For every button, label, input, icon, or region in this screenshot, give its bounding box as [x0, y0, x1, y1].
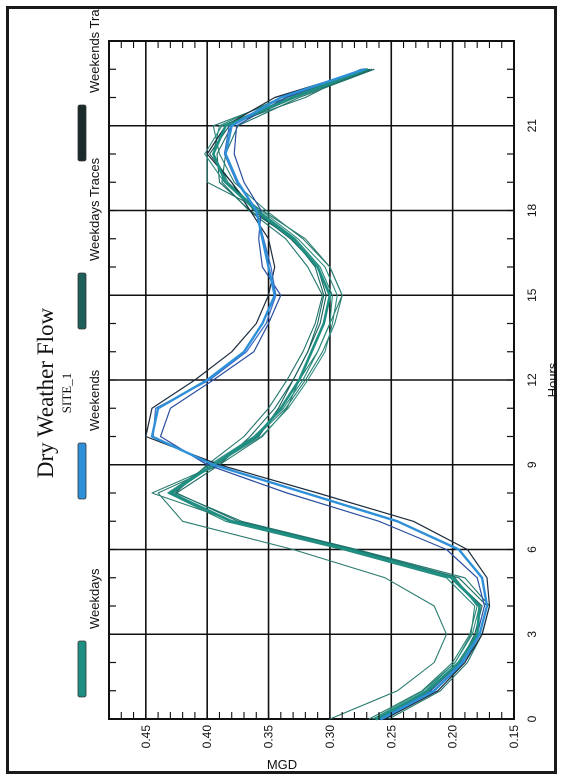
- legend-label: Weekdays: [87, 568, 102, 629]
- y-tick-label: 0.45: [139, 725, 153, 749]
- legend-label: Weekends: [87, 369, 102, 431]
- legend-swatch: [77, 104, 87, 162]
- x-axis-label: Hours: [545, 362, 560, 397]
- x-tick-label: 12: [525, 373, 539, 387]
- series-line: [151, 68, 478, 720]
- x-tick-label: 6: [525, 546, 539, 553]
- series-line: [167, 68, 476, 720]
- legend-label: Weekends Traces: [87, 9, 102, 93]
- legend-swatch: [77, 442, 87, 500]
- grid-layer: [108, 40, 515, 720]
- series-line: [150, 68, 489, 721]
- x-tick-label: 21: [525, 119, 539, 133]
- chart-frame: 0 3 6 9 12 15 18 21 0.15 0.20 0.25 0.30 0.35 0.40 0.45…: [6, 6, 560, 774]
- series-layer: [145, 67, 491, 721]
- y-tick-label: 0.20: [446, 725, 460, 749]
- x-tick-label: 3: [525, 631, 539, 638]
- axis-layer: 0 3 6 9 12 15 18 21 0.15 0.20 0.25 0.30 0.35 0.40 0.45: [108, 40, 539, 749]
- y-tick-label: 0.40: [200, 725, 214, 749]
- y-tick-label: 0.25: [384, 725, 398, 749]
- y-axis-label: MGD: [267, 757, 297, 772]
- series-line: [145, 68, 491, 720]
- y-tick-label: 0.30: [323, 725, 337, 749]
- x-tick-label: 9: [525, 461, 539, 468]
- legend-swatch: [77, 272, 87, 330]
- x-tick-label: 18: [525, 204, 539, 218]
- x-tick-label: 15: [525, 288, 539, 302]
- legend-swatch: [77, 640, 87, 698]
- chart-title: Dry Weather Flow: [33, 308, 58, 479]
- chart-svg: 0 3 6 9 12 15 18 21 0.15 0.20 0.25 0.30 0.35 0.40 0.45…: [33, 9, 560, 772]
- series-line: [159, 68, 486, 720]
- y-tick-label: 0.15: [507, 725, 521, 749]
- chart-subtitle: SITE_1: [59, 373, 74, 413]
- series-line: [169, 67, 481, 721]
- y-tick-label: 0.35: [262, 725, 276, 749]
- legend-label: Weekdays Traces: [87, 157, 102, 261]
- x-tick-label: 0: [525, 715, 539, 722]
- legend: Weekdays Weekends Weekdays Traces Weekends …: [77, 9, 102, 698]
